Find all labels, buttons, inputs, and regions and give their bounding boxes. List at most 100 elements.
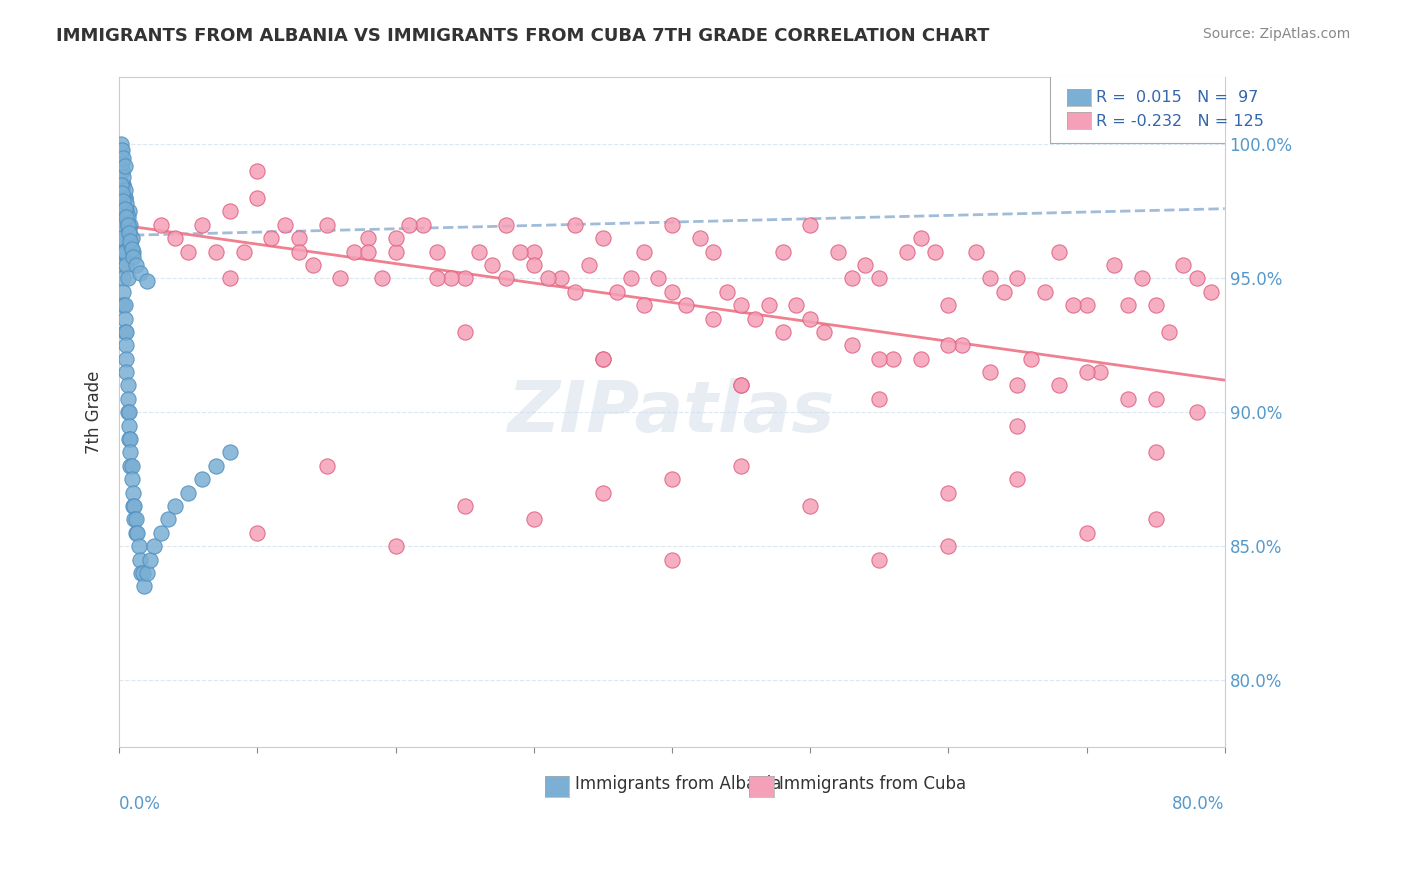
Text: Immigrants from Cuba: Immigrants from Cuba <box>779 774 966 793</box>
Point <box>163 231 186 245</box>
Text: Source: ZipAtlas.com: Source: ZipAtlas.com <box>1202 27 1350 41</box>
Point <box>868 392 890 406</box>
Point <box>702 244 724 259</box>
Point <box>592 351 614 366</box>
Point <box>1076 365 1098 379</box>
Point <box>260 231 283 245</box>
Point <box>1144 392 1167 406</box>
Point <box>716 285 738 299</box>
Point <box>142 539 165 553</box>
Point <box>592 231 614 245</box>
Point <box>868 271 890 285</box>
Point <box>979 271 1001 285</box>
Point <box>661 218 683 232</box>
Point <box>131 566 153 580</box>
Point <box>191 218 214 232</box>
Point <box>112 194 135 208</box>
Point <box>1047 244 1070 259</box>
Point <box>129 266 152 280</box>
Point <box>120 445 142 459</box>
Point <box>112 244 135 259</box>
Point <box>114 298 136 312</box>
Point <box>117 218 139 232</box>
Point <box>115 204 138 219</box>
Point <box>772 244 794 259</box>
Text: R = -0.232   N = 125: R = -0.232 N = 125 <box>1097 114 1264 129</box>
Point <box>1116 392 1139 406</box>
Point <box>1102 258 1125 272</box>
Point <box>1144 298 1167 312</box>
Point <box>205 244 228 259</box>
Point <box>481 258 503 272</box>
Point <box>118 204 141 219</box>
Point <box>1159 325 1181 339</box>
Point <box>329 271 352 285</box>
Point <box>274 218 297 232</box>
Point <box>111 164 134 178</box>
Point <box>689 231 711 245</box>
Point <box>121 242 143 256</box>
Point <box>398 218 420 232</box>
Point <box>112 169 135 184</box>
Point <box>1007 418 1029 433</box>
Point <box>156 512 179 526</box>
Point <box>495 218 517 232</box>
Point <box>128 539 150 553</box>
Point <box>138 552 160 566</box>
Point <box>384 231 406 245</box>
Point <box>315 218 337 232</box>
Point <box>232 244 254 259</box>
Point <box>1116 298 1139 312</box>
Y-axis label: 7th Grade: 7th Grade <box>86 370 103 454</box>
Point <box>149 218 172 232</box>
Point <box>124 499 146 513</box>
Point <box>122 485 145 500</box>
Point <box>114 311 136 326</box>
Point <box>841 338 863 352</box>
Point <box>841 271 863 285</box>
Point <box>412 218 434 232</box>
Point <box>122 250 145 264</box>
Point <box>592 351 614 366</box>
Point <box>730 378 752 392</box>
Point <box>218 271 240 285</box>
Point <box>1076 525 1098 540</box>
Point <box>117 218 139 232</box>
Point <box>246 525 269 540</box>
Point <box>1007 472 1029 486</box>
Point <box>509 244 531 259</box>
Point <box>523 244 546 259</box>
Point <box>115 325 138 339</box>
Point <box>129 552 152 566</box>
Point <box>1144 512 1167 526</box>
Point <box>619 271 641 285</box>
Point <box>135 274 157 288</box>
Point <box>1090 365 1112 379</box>
Point <box>112 258 135 272</box>
Point <box>730 298 752 312</box>
Point <box>218 445 240 459</box>
Point <box>938 298 960 312</box>
Point <box>117 378 139 392</box>
Point <box>592 485 614 500</box>
Point <box>772 325 794 339</box>
Point <box>111 218 134 232</box>
Point <box>993 285 1015 299</box>
Point <box>1185 271 1208 285</box>
Point <box>191 472 214 486</box>
Point <box>550 271 572 285</box>
Point <box>564 218 586 232</box>
Point <box>110 137 132 152</box>
Point <box>1185 405 1208 419</box>
Point <box>121 472 143 486</box>
Point <box>218 204 240 219</box>
Point <box>896 244 918 259</box>
Point <box>910 351 932 366</box>
Point <box>177 244 200 259</box>
Point <box>112 298 135 312</box>
Point <box>110 143 132 157</box>
Point <box>523 512 546 526</box>
Point <box>661 552 683 566</box>
Point <box>120 218 142 232</box>
Point <box>495 271 517 285</box>
